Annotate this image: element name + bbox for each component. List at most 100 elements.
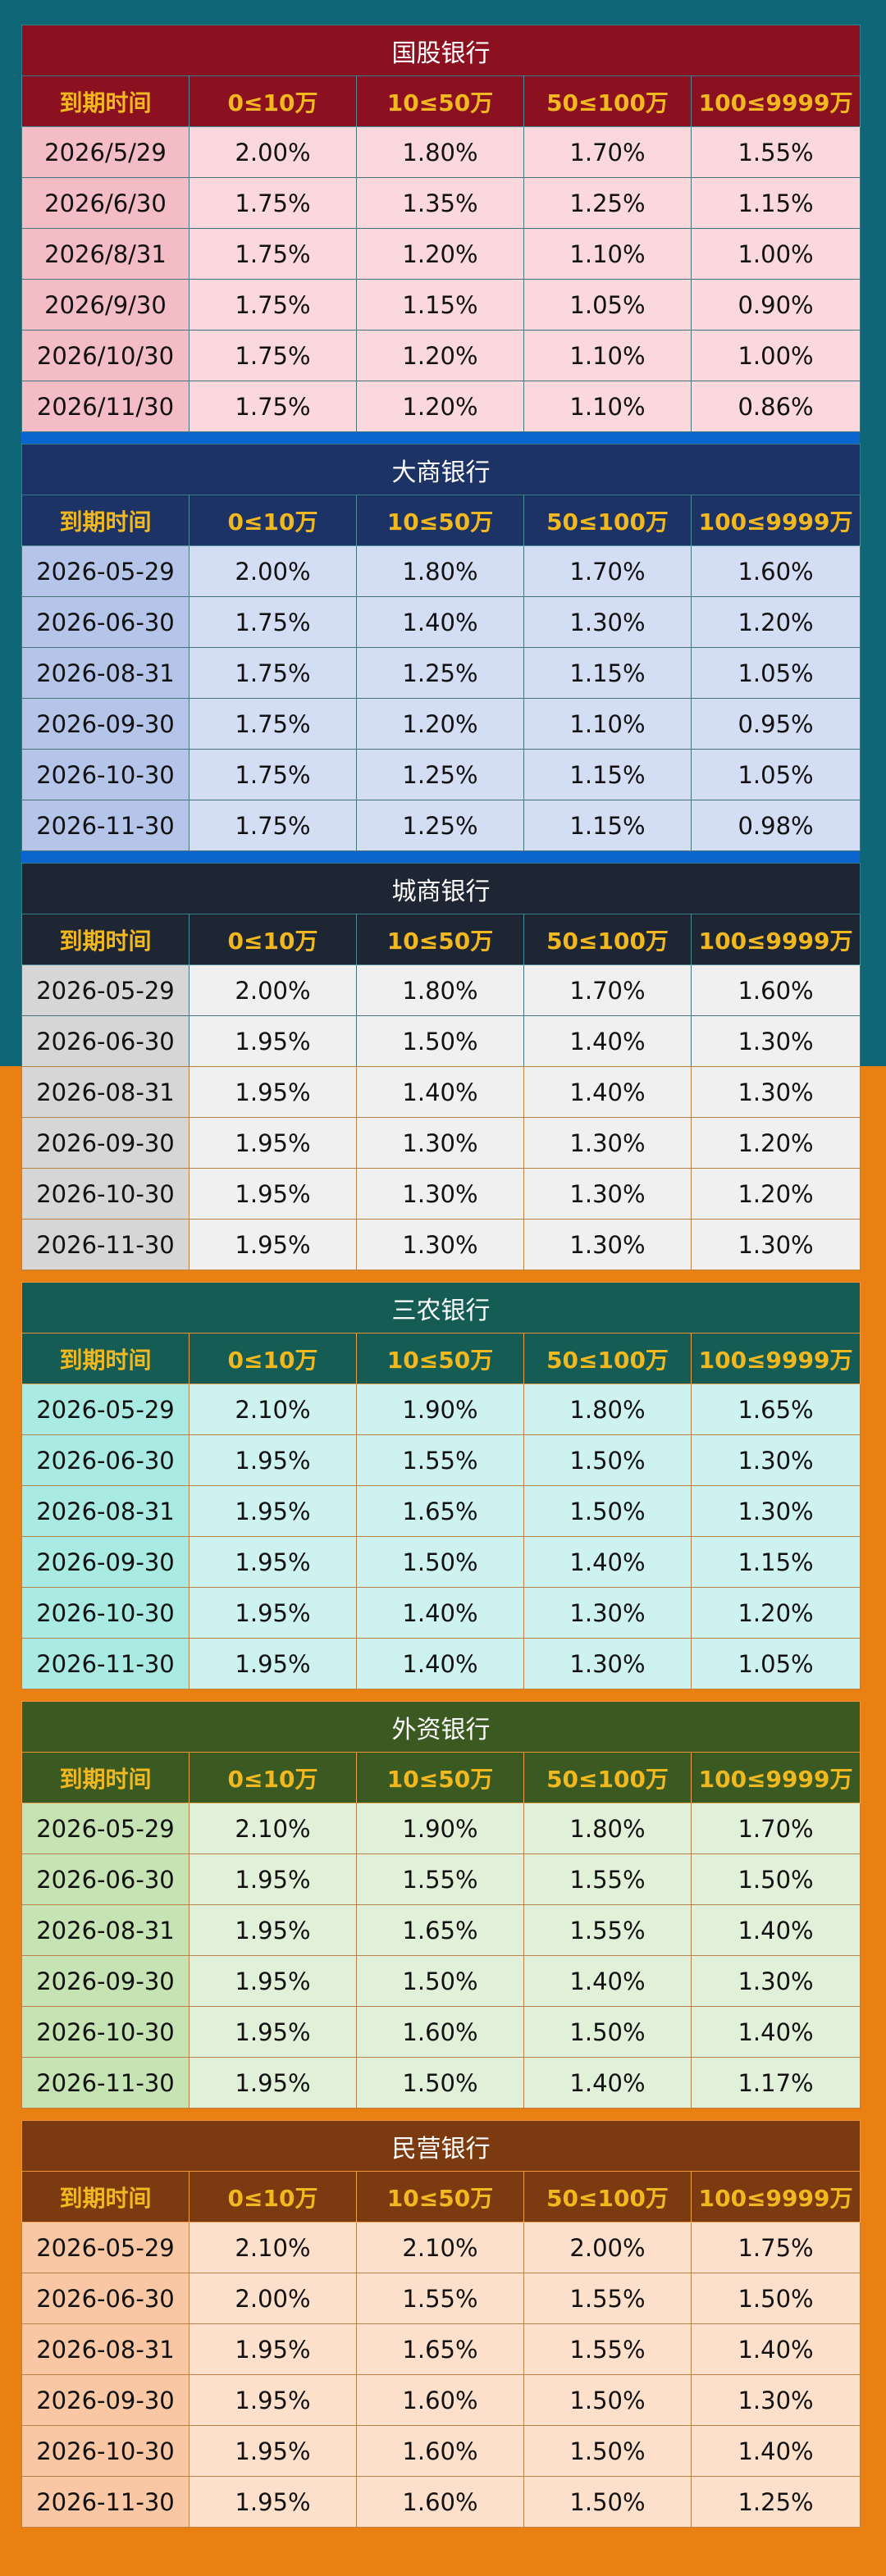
rate-cell: 1.70%: [690, 1803, 861, 1854]
rate-cell: 1.40%: [690, 2323, 861, 2375]
maturity-date-cell: 2026-05-29: [21, 1384, 190, 1435]
column-header-amount-tier: 0≤10万: [189, 1333, 357, 1384]
rate-cell: 1.75%: [189, 647, 357, 699]
column-header-amount-tier: 10≤50万: [356, 914, 524, 965]
rate-cell: 1.25%: [690, 2476, 861, 2528]
section-separator: [21, 1270, 860, 1282]
rate-cell: 1.95%: [189, 1853, 357, 1905]
maturity-date-cell: 2026-05-29: [21, 1803, 190, 1854]
table-row: 2026-10-30 1.95% 1.40% 1.30% 1.20%: [21, 1587, 861, 1639]
rate-cell: 1.55%: [523, 1904, 692, 1956]
rate-cell: 1.30%: [690, 1485, 861, 1537]
table-row: 2026-08-31 1.75% 1.25% 1.15% 1.05%: [21, 647, 861, 699]
rate-cell: 1.80%: [523, 1803, 692, 1854]
rate-cell: 1.60%: [356, 2425, 524, 2477]
rate-cell: 1.40%: [690, 2425, 861, 2477]
column-header-amount-tier: 0≤10万: [189, 2171, 357, 2223]
rate-cell: 1.25%: [356, 647, 524, 699]
column-header-amount-tier: 100≤9999万: [690, 914, 861, 965]
rate-cell: 1.90%: [356, 1384, 524, 1435]
rate-cell: 1.95%: [189, 1485, 357, 1537]
maturity-date-cell: 2026-11-30: [21, 2476, 190, 2528]
rate-cell: 1.50%: [356, 1015, 524, 1067]
table-row: 2026-09-30 1.95% 1.50% 1.40% 1.30%: [21, 1955, 861, 2007]
table-row: 2026-10-30 1.95% 1.60% 1.50% 1.40%: [21, 2425, 861, 2477]
maturity-date-cell: 2026-09-30: [21, 1955, 190, 2007]
table-row: 2026-06-30 1.95% 1.55% 1.50% 1.30%: [21, 1434, 861, 1486]
rate-cell: 1.60%: [356, 2374, 524, 2426]
rate-cell: 1.60%: [356, 2476, 524, 2528]
rate-cell: 1.60%: [690, 964, 861, 1016]
rate-cell: 1.95%: [189, 1955, 357, 2007]
rate-cell: 1.80%: [356, 964, 524, 1016]
rate-cell: 1.50%: [523, 1485, 692, 1537]
rate-cell: 1.95%: [189, 2057, 357, 2109]
table-row: 2026-11-30 1.95% 1.50% 1.40% 1.17%: [21, 2057, 861, 2109]
table-row: 2026-05-29 2.10% 1.90% 1.80% 1.65%: [21, 1384, 861, 1435]
column-header-amount-tier: 10≤50万: [356, 75, 524, 127]
column-header-maturity: 到期时间: [21, 75, 190, 127]
rate-cell: 1.40%: [356, 1638, 524, 1689]
rate-cell: 1.95%: [189, 2476, 357, 2528]
maturity-date-cell: 2026-11-30: [21, 1638, 190, 1689]
rate-cell: 1.95%: [189, 1219, 357, 1270]
rate-cell: 2.00%: [189, 2273, 357, 2324]
rate-cell: 1.75%: [189, 177, 357, 229]
maturity-date-cell: 2026/9/30: [21, 279, 190, 331]
table-row: 2026-05-29 2.00% 1.80% 1.70% 1.60%: [21, 545, 861, 597]
bank-category-title: 外资银行: [21, 1701, 861, 1753]
rate-cell: 1.55%: [356, 1853, 524, 1905]
rate-cell: 1.50%: [523, 2425, 692, 2477]
bank-category-title: 国股银行: [21, 25, 861, 76]
maturity-date-cell: 2026-09-30: [21, 698, 190, 750]
rate-cell: 1.95%: [189, 1638, 357, 1689]
table-row: 2026-06-30 1.75% 1.40% 1.30% 1.20%: [21, 596, 861, 648]
maturity-date-cell: 2026-06-30: [21, 2273, 190, 2324]
maturity-date-cell: 2026-05-29: [21, 545, 190, 597]
rate-cell: 1.65%: [356, 1904, 524, 1956]
table-row: 2026-08-31 1.95% 1.65% 1.55% 1.40%: [21, 2323, 861, 2375]
rate-cell: 1.50%: [523, 2374, 692, 2426]
bank-category-title: 城商银行: [21, 863, 861, 914]
rate-cell: 1.20%: [690, 1587, 861, 1639]
rate-cell: 1.05%: [690, 749, 861, 800]
table-row: 2026-10-30 1.95% 1.30% 1.30% 1.20%: [21, 1168, 861, 1220]
rate-cell: 1.65%: [690, 1384, 861, 1435]
rate-cell: 1.50%: [356, 1955, 524, 2007]
rate-cell: 2.00%: [189, 126, 357, 178]
table-row: 2026-11-30 1.75% 1.25% 1.15% 0.98%: [21, 800, 861, 851]
rate-cell: 1.70%: [523, 964, 692, 1016]
maturity-date-cell: 2026-08-31: [21, 2323, 190, 2375]
rate-cell: 2.00%: [189, 545, 357, 597]
column-header-amount-tier: 50≤100万: [523, 1752, 692, 1803]
bank-category-title: 大商银行: [21, 444, 861, 495]
rate-cell: 1.40%: [356, 1066, 524, 1118]
rate-cell: 1.15%: [523, 749, 692, 800]
column-header-amount-tier: 50≤100万: [523, 914, 692, 965]
rate-cell: 1.55%: [523, 1853, 692, 1905]
bank-rate-table: 大商银行 到期时间 0≤10万 10≤50万 50≤100万 100≤9999万 2026-…: [21, 444, 861, 851]
column-header-amount-tier: 10≤50万: [356, 495, 524, 546]
bank-category-title: 民营银行: [21, 2120, 861, 2172]
section-separator: [21, 1689, 860, 1701]
rate-cell: 1.40%: [523, 1066, 692, 1118]
rate-cell: 0.98%: [690, 800, 861, 851]
maturity-date-cell: 2026-11-30: [21, 2057, 190, 2109]
rate-cell: 1.00%: [690, 228, 861, 280]
rate-cell: 1.30%: [690, 2374, 861, 2426]
rate-cell: 1.50%: [690, 2273, 861, 2324]
rate-cell: 1.30%: [690, 1066, 861, 1118]
maturity-date-cell: 2026-08-31: [21, 647, 190, 699]
rate-cell: 1.55%: [356, 1434, 524, 1486]
column-header-amount-tier: 10≤50万: [356, 1752, 524, 1803]
rate-cell: 1.65%: [356, 1485, 524, 1537]
rate-cell: 2.00%: [523, 2222, 692, 2273]
table-row: 2026-06-30 1.95% 1.55% 1.55% 1.50%: [21, 1853, 861, 1905]
rate-cell: 1.40%: [690, 2006, 861, 2058]
column-header-amount-tier: 0≤10万: [189, 75, 357, 127]
column-header-maturity: 到期时间: [21, 914, 190, 965]
table-row: 2026/5/29 2.00% 1.80% 1.70% 1.55%: [21, 126, 861, 178]
rate-cell: 1.75%: [189, 381, 357, 432]
maturity-date-cell: 2026-06-30: [21, 1434, 190, 1486]
maturity-date-cell: 2026/11/30: [21, 381, 190, 432]
